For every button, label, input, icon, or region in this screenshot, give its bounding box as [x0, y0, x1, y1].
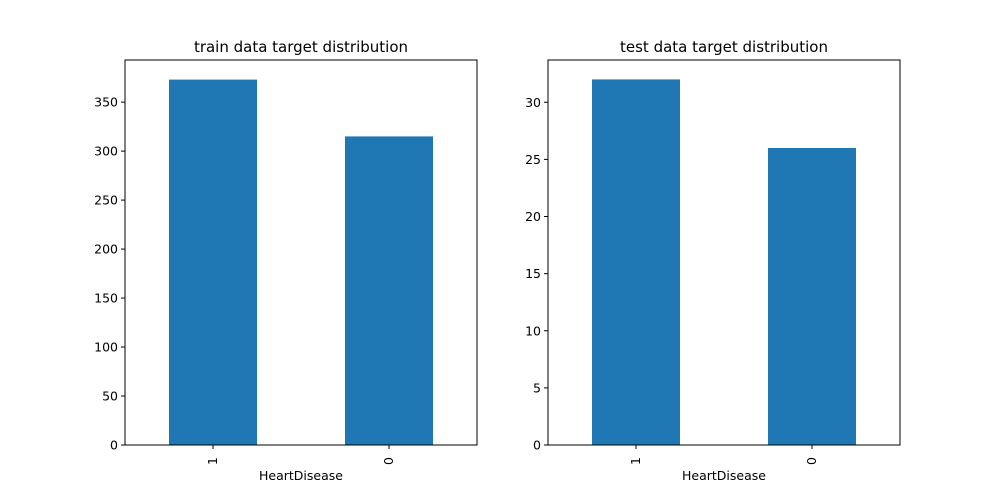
test-bar-1: [592, 79, 680, 446]
test-y-tick-label: 0: [533, 438, 541, 453]
test-x-tick-label: 1: [628, 457, 643, 465]
test-y-tick-label: 25: [525, 152, 541, 167]
train-x-axis-label: HeartDisease: [259, 468, 343, 483]
test-y-ticks: 0 5 10 15 20 25 30: [525, 95, 548, 453]
test-x-axis-label: HeartDisease: [682, 468, 766, 483]
test-bars: [592, 79, 856, 446]
train-bar-0: [345, 136, 433, 445]
test-y-tick-label: 5: [533, 380, 541, 395]
train-axes-frame: [124, 59, 478, 446]
train-chart: train data target distribution 050100150…: [94, 38, 478, 483]
train-y-ticks: 0 50 100 150 200 250 300 350: [94, 95, 125, 453]
train-x-tick-label: 1: [205, 457, 220, 465]
train-bars: [169, 79, 433, 446]
train-x-tick-label: 0: [381, 457, 396, 465]
test-bar-0: [768, 147, 856, 446]
test-chart-title: test data target distribution: [620, 38, 828, 56]
test-axes-frame: [547, 59, 901, 446]
test-y-tick-label: 20: [525, 209, 541, 224]
train-y-tick-label: 250: [94, 193, 118, 208]
train-y-tick-label: 150: [94, 291, 118, 306]
test-chart: test data target distribution 0510152025…: [525, 38, 901, 483]
train-chart-title: train data target distribution: [194, 38, 408, 56]
train-y-tick-label: 50: [102, 389, 118, 404]
train-y-tick-label: 0: [110, 438, 118, 453]
test-y-tick-label: 30: [525, 95, 541, 110]
test-y-tick-label: 15: [525, 266, 541, 281]
train-y-tick-label: 300: [94, 144, 118, 159]
train-bar-1: [169, 79, 257, 446]
train-y-tick-label: 350: [94, 95, 118, 110]
test-y-tick-label: 10: [525, 323, 541, 338]
train-y-tick-label: 100: [94, 340, 118, 355]
train-y-tick-label: 200: [94, 242, 118, 257]
test-x-tick-label: 0: [804, 457, 819, 465]
